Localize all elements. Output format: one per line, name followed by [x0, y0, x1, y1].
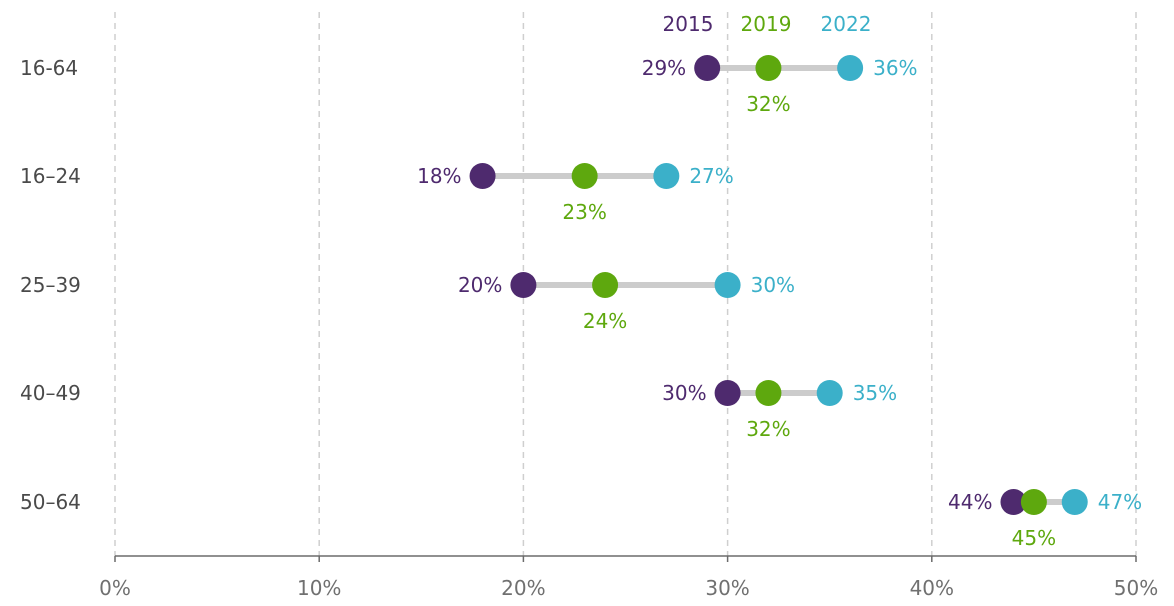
data-label-2022: 27% — [689, 164, 733, 188]
x-tick-label: 0% — [99, 576, 131, 600]
data-label-2015: 20% — [458, 273, 502, 297]
data-label-2022: 30% — [751, 273, 795, 297]
row-40–49: 30% 32% 35% — [662, 380, 897, 441]
category-label: 50–64 — [20, 490, 81, 514]
data-label-2019: 32% — [746, 417, 790, 441]
point-2022 — [714, 272, 741, 298]
point-2022 — [837, 55, 864, 81]
point-2022 — [1061, 489, 1088, 515]
data-label-2019: 32% — [746, 92, 790, 116]
row-25–39: 20% 24% 30% — [458, 272, 795, 333]
category-label: 16-64 — [20, 56, 78, 80]
row-16-64: 29% 32% 36% — [642, 55, 918, 116]
point-2015 — [469, 163, 496, 189]
point-2019 — [1020, 489, 1047, 515]
legend: 2015 2019 2022 — [663, 12, 872, 36]
row-16–24: 18% 23% 27% — [417, 163, 734, 224]
x-axis: 0% 10% 20% 30% 40% 50% — [99, 555, 1158, 600]
point-2015 — [714, 380, 741, 406]
point-2019 — [592, 272, 619, 298]
data-label-2022: 35% — [853, 381, 897, 405]
gridlines — [114, 12, 1137, 556]
x-tick-label: 30% — [705, 576, 749, 600]
data-label-2022: 47% — [1098, 490, 1142, 514]
legend-item-2022: 2022 — [821, 12, 872, 36]
point-2022 — [816, 380, 843, 406]
data-label-2015: 44% — [948, 490, 992, 514]
point-2019 — [755, 380, 782, 406]
data-label-2015: 18% — [417, 164, 461, 188]
row-50–64: 44% 45% 47% — [948, 489, 1142, 550]
data-label-2015: 29% — [642, 56, 686, 80]
x-tick-label: 20% — [501, 576, 545, 600]
category-label: 16–24 — [20, 164, 81, 188]
legend-item-2015: 2015 — [663, 12, 714, 36]
x-tick-label: 10% — [297, 576, 341, 600]
legend-item-2019: 2019 — [741, 12, 792, 36]
x-tick-label: 50% — [1114, 576, 1158, 600]
data-label-2019: 23% — [562, 200, 606, 224]
point-2015 — [510, 272, 537, 298]
category-label: 40–49 — [20, 381, 81, 405]
data-label-2015: 30% — [662, 381, 706, 405]
point-2019 — [571, 163, 598, 189]
x-tick-label: 40% — [910, 576, 954, 600]
point-2015 — [1000, 489, 1027, 515]
data-label-2019: 45% — [1012, 526, 1056, 550]
category-labels: 16-64 16–24 25–39 40–49 50–64 — [20, 56, 81, 514]
point-2022 — [653, 163, 680, 189]
category-label: 25–39 — [20, 273, 81, 297]
plot-rows: 29%32%36%18%23%27%20%24%30%30%32%35%44%4… — [417, 55, 1142, 550]
data-label-2019: 24% — [583, 309, 627, 333]
point-2019 — [755, 55, 782, 81]
data-label-2022: 36% — [873, 56, 917, 80]
point-2015 — [694, 55, 721, 81]
